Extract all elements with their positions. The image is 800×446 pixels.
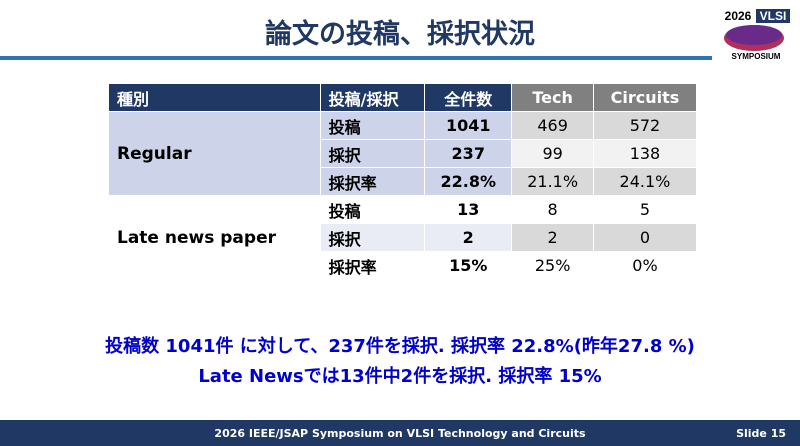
- table-cell: 1041: [424, 111, 513, 140]
- footer: 2026 IEEE/JSAP Symposium on VLSI Technol…: [0, 420, 800, 446]
- table-cell: 投稿: [319, 111, 426, 140]
- table-cell: 237: [424, 139, 513, 168]
- table-cell: 572: [592, 111, 698, 140]
- table-row: 採択 2 2 0: [109, 223, 698, 252]
- column-header: 種別: [108, 83, 321, 112]
- slide-number: Slide 15: [736, 427, 786, 440]
- table-cell: 採択: [319, 139, 426, 168]
- group-label: Regular: [108, 111, 321, 196]
- table-cell: 2: [424, 223, 513, 252]
- table-cell: 2: [511, 223, 594, 252]
- header-row: 種別 投稿/採択 全件数 Tech Circuits: [108, 83, 698, 112]
- summary-line: 投稿数 1041件 に対して、237件を採択. 採択率 22.8%(昨年27.8…: [105, 336, 695, 357]
- table-cell: 5: [592, 195, 698, 224]
- results-table: 種別 投稿/採択 全件数 Tech Circuits Regular 投稿 1041 469 57…: [108, 83, 698, 280]
- table-cell: 469: [511, 111, 594, 140]
- column-header: Circuits: [592, 83, 698, 112]
- table-cell: 22.8%: [424, 167, 513, 196]
- table-cell: 13: [424, 195, 513, 224]
- footer-text: 2026 IEEE/JSAP Symposium on VLSI Technol…: [214, 427, 586, 440]
- table-cell: 15%: [424, 251, 513, 280]
- slide-title: 論文の投稿、採択状況: [265, 19, 535, 50]
- group-label: Late news paper: [108, 195, 321, 280]
- logo-wafer-top: [726, 25, 782, 45]
- column-header: Tech: [511, 83, 594, 112]
- column-header: 全件数: [424, 83, 513, 112]
- table-cell: 採択率: [319, 167, 426, 196]
- table-cell: 0%: [592, 251, 698, 280]
- table-cell: 採択率: [319, 251, 426, 280]
- title-rule: [0, 56, 712, 60]
- table-cell: 採択: [319, 223, 426, 252]
- table-cell: 0: [592, 223, 698, 252]
- table-row: 採択率 15% 25% 0%: [109, 251, 698, 280]
- table-cell: 投稿: [319, 195, 426, 224]
- logo-name: VLSI: [760, 9, 787, 23]
- table-row: Regular 投稿 1041 469 572: [108, 111, 698, 196]
- logo-year: 2026: [725, 9, 752, 23]
- table-row: Late news paper 投稿 13 8 5: [108, 195, 698, 280]
- table-cell: 24.1%: [592, 167, 698, 196]
- table-cell: 99: [511, 139, 594, 168]
- table-cell: 25%: [511, 251, 594, 280]
- logo-subtitle: SYMPOSIUM: [732, 52, 781, 61]
- table-cell: 138: [592, 139, 698, 168]
- summary-line: Late Newsでは13件中2件を採択. 採択率 15%: [198, 366, 602, 387]
- logo-box: [756, 9, 790, 23]
- logo: 2026 VLSI SYMPOSIUM: [724, 9, 790, 61]
- table-cell: 8: [511, 195, 594, 224]
- table-cell: 21.1%: [511, 167, 594, 196]
- column-header: 投稿/採択: [319, 83, 426, 112]
- table-row: 採択 237 99 138: [109, 139, 698, 168]
